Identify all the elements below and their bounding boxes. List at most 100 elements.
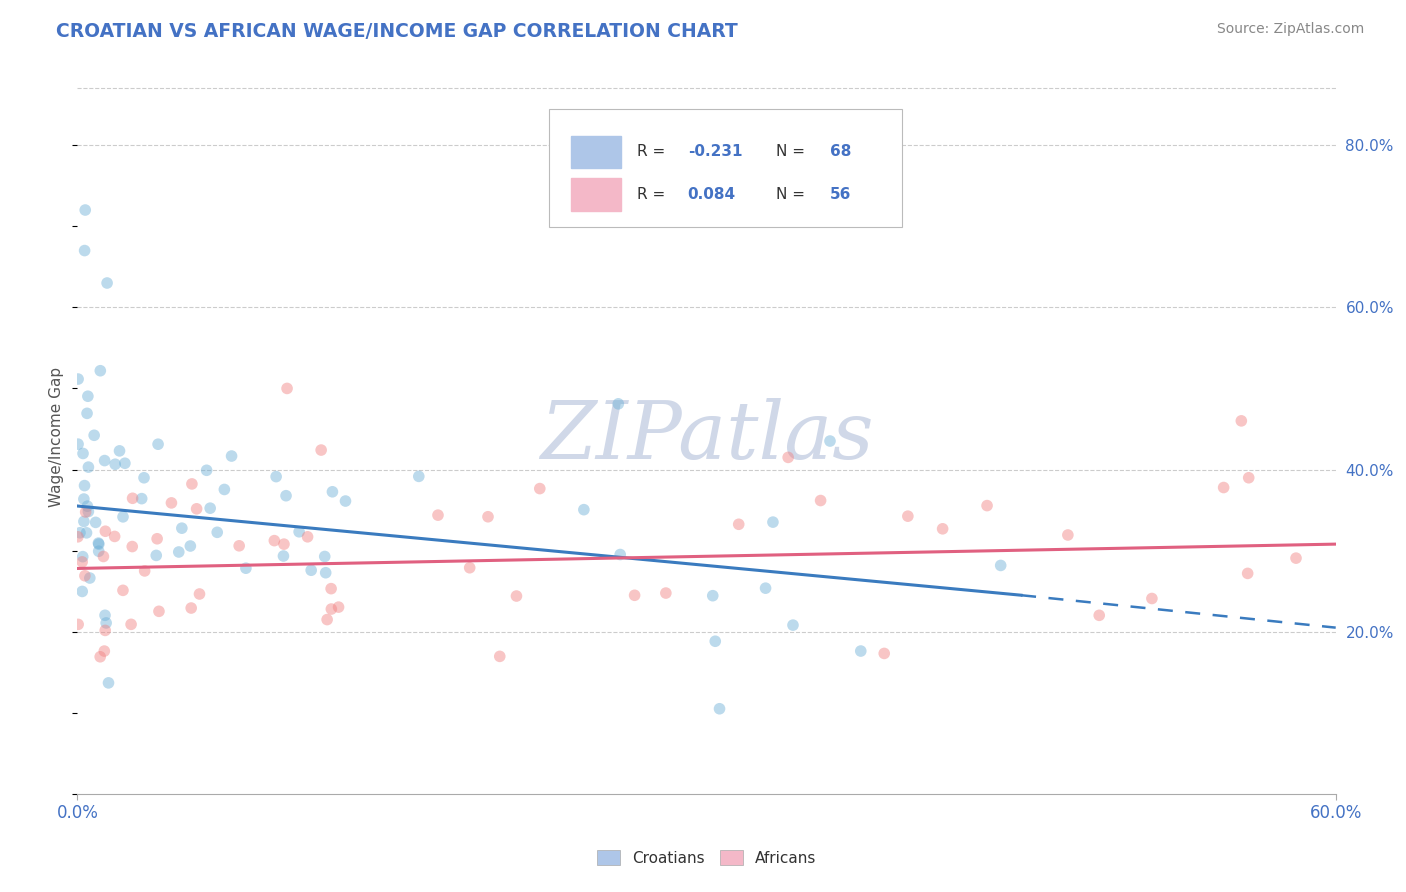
- Point: [94, 615, 117, 630]
- Point: [931, 522, 953, 536]
- Point: [1088, 608, 1111, 623]
- Point: [235, 561, 257, 575]
- Point: [70, 584, 93, 599]
- Point: [762, 515, 785, 529]
- Point: [104, 529, 127, 543]
- Point: [179, 539, 201, 553]
- Y-axis label: Wage/Income Gap: Wage/Income Gap: [49, 367, 65, 508]
- Text: N =: N =: [776, 145, 810, 159]
- Point: [70, 555, 93, 569]
- Point: [408, 469, 430, 483]
- Point: [72, 446, 94, 460]
- Point: [120, 617, 142, 632]
- Point: [727, 517, 749, 532]
- Point: [274, 489, 297, 503]
- Point: [778, 450, 800, 465]
- Point: [990, 558, 1012, 573]
- Point: [221, 449, 243, 463]
- Point: [180, 477, 202, 491]
- Point: [186, 501, 208, 516]
- Text: -0.231: -0.231: [688, 145, 742, 159]
- Point: [505, 589, 527, 603]
- Point: [160, 496, 183, 510]
- Point: [87, 544, 110, 558]
- Point: [1236, 566, 1258, 581]
- Point: [572, 502, 595, 516]
- Point: [121, 491, 143, 506]
- FancyBboxPatch shape: [571, 178, 621, 211]
- Point: [704, 634, 727, 648]
- Point: [264, 469, 287, 483]
- Point: [89, 364, 111, 378]
- Point: [111, 509, 134, 524]
- Point: [94, 524, 117, 539]
- Point: [114, 456, 136, 470]
- FancyBboxPatch shape: [571, 136, 621, 168]
- Point: [145, 549, 167, 563]
- Point: [897, 509, 920, 524]
- Point: [299, 563, 322, 577]
- Point: [73, 491, 96, 506]
- Point: [96, 276, 118, 290]
- Point: [849, 644, 872, 658]
- Point: [146, 532, 169, 546]
- Point: [93, 644, 115, 658]
- Text: 56: 56: [830, 187, 851, 202]
- Point: [148, 604, 170, 618]
- Point: [1140, 591, 1163, 606]
- Point: [458, 560, 481, 574]
- Point: [214, 483, 236, 497]
- Point: [73, 244, 96, 258]
- Point: [273, 549, 295, 563]
- Point: [84, 516, 107, 530]
- Legend: Croatians, Africans: Croatians, Africans: [591, 844, 823, 871]
- Point: [315, 566, 337, 580]
- Point: [1285, 551, 1308, 566]
- Point: [263, 533, 285, 548]
- Point: [67, 372, 90, 386]
- Point: [108, 443, 131, 458]
- Point: [134, 564, 156, 578]
- Point: [97, 676, 120, 690]
- Text: R =: R =: [637, 187, 671, 202]
- Point: [75, 202, 97, 217]
- Point: [321, 582, 343, 596]
- Point: [93, 453, 115, 467]
- Point: [655, 586, 678, 600]
- Text: R =: R =: [637, 145, 671, 159]
- Text: N =: N =: [776, 187, 810, 202]
- Point: [121, 540, 143, 554]
- Point: [810, 493, 832, 508]
- Point: [623, 588, 645, 602]
- Point: [976, 499, 998, 513]
- Point: [79, 571, 101, 585]
- Point: [75, 505, 97, 519]
- Point: [1230, 414, 1253, 428]
- Point: [316, 613, 339, 627]
- Point: [273, 537, 295, 551]
- Point: [228, 539, 250, 553]
- Point: [607, 397, 630, 411]
- Point: [297, 530, 319, 544]
- Point: [77, 504, 100, 518]
- Point: [111, 583, 134, 598]
- Point: [198, 501, 221, 516]
- Point: [72, 549, 94, 564]
- Point: [321, 602, 343, 616]
- Text: 0.084: 0.084: [688, 187, 735, 202]
- Point: [87, 537, 110, 551]
- Point: [328, 600, 350, 615]
- Point: [488, 649, 510, 664]
- Point: [335, 494, 357, 508]
- FancyBboxPatch shape: [550, 109, 901, 227]
- Point: [782, 618, 804, 632]
- Point: [66, 530, 89, 544]
- Point: [83, 428, 105, 442]
- Point: [93, 549, 115, 564]
- Point: [188, 587, 211, 601]
- Point: [276, 381, 298, 395]
- Point: [609, 548, 631, 562]
- Point: [67, 437, 90, 451]
- Point: [205, 525, 228, 540]
- Point: [321, 484, 343, 499]
